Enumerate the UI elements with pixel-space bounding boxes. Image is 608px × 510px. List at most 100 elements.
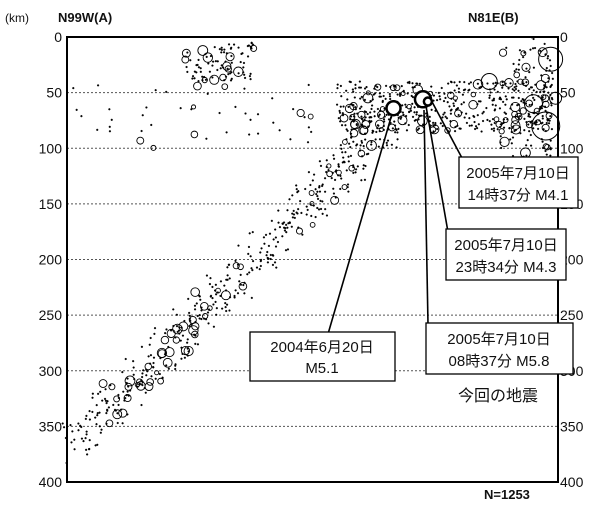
hypocenter-point bbox=[521, 62, 531, 72]
hypocenter-point bbox=[134, 382, 141, 388]
hypocenter-point bbox=[400, 84, 403, 88]
hypocenter-point bbox=[75, 108, 78, 111]
hypocenter-point bbox=[502, 126, 506, 129]
hypocenter-point bbox=[71, 430, 74, 433]
hypocenter-point bbox=[315, 193, 318, 196]
hypocenter-point bbox=[305, 205, 308, 208]
hypocenter-point bbox=[174, 367, 177, 371]
hypocenter-point bbox=[340, 177, 343, 180]
hypocenter-point bbox=[436, 127, 439, 131]
hypocenter-point bbox=[239, 60, 242, 64]
hypocenter-point bbox=[400, 91, 406, 96]
hypocenter-point bbox=[140, 345, 144, 348]
hypocenter-point bbox=[126, 413, 129, 416]
hypocenter-point bbox=[79, 424, 82, 427]
hypocenter-point bbox=[551, 71, 554, 75]
hypocenter-point bbox=[551, 98, 554, 101]
hypocenter-point bbox=[272, 238, 275, 241]
hypocenter-point bbox=[413, 119, 416, 122]
hypocenter-point bbox=[488, 120, 491, 123]
hypocenter-point bbox=[326, 163, 332, 169]
hypocenter-point bbox=[486, 118, 489, 122]
hypocenter-point bbox=[300, 211, 303, 215]
hypocenter-point bbox=[492, 129, 496, 132]
hypocenter-point bbox=[233, 66, 244, 77]
hypocenter-point bbox=[526, 139, 529, 142]
hypocenter-point bbox=[520, 100, 523, 103]
hypocenter-point bbox=[360, 179, 363, 182]
hypocenter-point bbox=[463, 88, 467, 91]
hypocenter-point bbox=[524, 76, 527, 79]
hypocenter-point bbox=[126, 377, 129, 380]
hypocenter-point bbox=[508, 127, 511, 130]
hypocenter-point bbox=[186, 354, 189, 357]
hypocenter-point bbox=[350, 136, 353, 139]
hypocenter-point bbox=[295, 211, 298, 214]
hypocenter-point bbox=[144, 362, 153, 371]
hypocenter-point bbox=[527, 123, 530, 126]
y-tick-label-left: 300 bbox=[39, 363, 63, 379]
hypocenter-point bbox=[310, 214, 313, 218]
hypocenter-point bbox=[347, 155, 350, 158]
hypocenter-point bbox=[308, 190, 315, 196]
hypocenter-point bbox=[441, 116, 444, 119]
hypocenter-point bbox=[259, 264, 262, 268]
hypocenter-point bbox=[186, 51, 189, 54]
hypocenter-point bbox=[125, 381, 128, 385]
hypocenter-point bbox=[276, 240, 280, 244]
hypocenter-point bbox=[216, 60, 219, 63]
hypocenter-point bbox=[371, 104, 374, 107]
hypocenter-point bbox=[307, 113, 314, 120]
hypocenter-point bbox=[292, 108, 295, 111]
hypocenter-point bbox=[411, 82, 414, 85]
hypocenter-point bbox=[218, 111, 221, 115]
hypocenter-point bbox=[409, 107, 412, 110]
hypocenter-point bbox=[406, 103, 412, 110]
hypocenter-point bbox=[191, 77, 194, 80]
hypocenter-point bbox=[219, 280, 223, 283]
hypocenter-point bbox=[295, 227, 303, 235]
hypocenter-point bbox=[405, 114, 408, 118]
hypocenter-point bbox=[141, 384, 144, 387]
hypocenter-point bbox=[511, 136, 515, 139]
hypocenter-point bbox=[525, 121, 528, 124]
hypocenter-point bbox=[295, 188, 298, 191]
hypocenter-point bbox=[117, 393, 120, 397]
hypocenter-point bbox=[180, 357, 183, 360]
annotation-m41: 2005年7月10日 14時37分 M4.1 bbox=[458, 156, 579, 209]
hypocenter-point bbox=[179, 107, 182, 110]
hypocenter-point bbox=[107, 406, 110, 409]
hypocenter-point bbox=[445, 117, 449, 120]
hypocenter-point bbox=[344, 124, 347, 127]
hypocenter-point bbox=[491, 118, 495, 121]
hypocenter-point bbox=[374, 83, 382, 91]
hypocenter-point bbox=[224, 302, 227, 305]
hypocenter-point bbox=[352, 104, 355, 107]
hypocenter-point bbox=[520, 50, 527, 57]
hypocenter-point bbox=[121, 371, 124, 374]
hypocenter-point bbox=[352, 171, 355, 175]
hypocenter-point bbox=[330, 195, 340, 205]
hypocenter-point bbox=[512, 62, 515, 66]
hypocenter-point bbox=[141, 372, 144, 375]
hypocenter-point bbox=[400, 116, 403, 119]
hypocenter-point bbox=[266, 256, 269, 260]
hypocenter-point bbox=[439, 122, 442, 125]
hypocenter-point bbox=[112, 403, 115, 407]
hypocenter-point bbox=[152, 361, 155, 365]
hypocenter-point bbox=[132, 373, 135, 376]
hypocenter-point bbox=[505, 46, 508, 49]
hypocenter-point bbox=[243, 73, 246, 76]
hypocenter-point bbox=[515, 68, 518, 71]
hypocenter-point bbox=[160, 335, 170, 345]
hypocenter-point bbox=[527, 115, 530, 118]
hypocenter-point bbox=[454, 125, 457, 128]
hypocenter-point bbox=[370, 143, 373, 146]
hypocenter-point bbox=[337, 163, 340, 166]
hypocenter-point bbox=[544, 143, 551, 151]
hypocenter-point bbox=[394, 85, 397, 88]
hypocenter-point bbox=[353, 112, 356, 115]
hypocenter-point bbox=[340, 124, 344, 127]
hypocenter-point bbox=[246, 55, 250, 58]
hypocenter-point bbox=[493, 116, 500, 123]
